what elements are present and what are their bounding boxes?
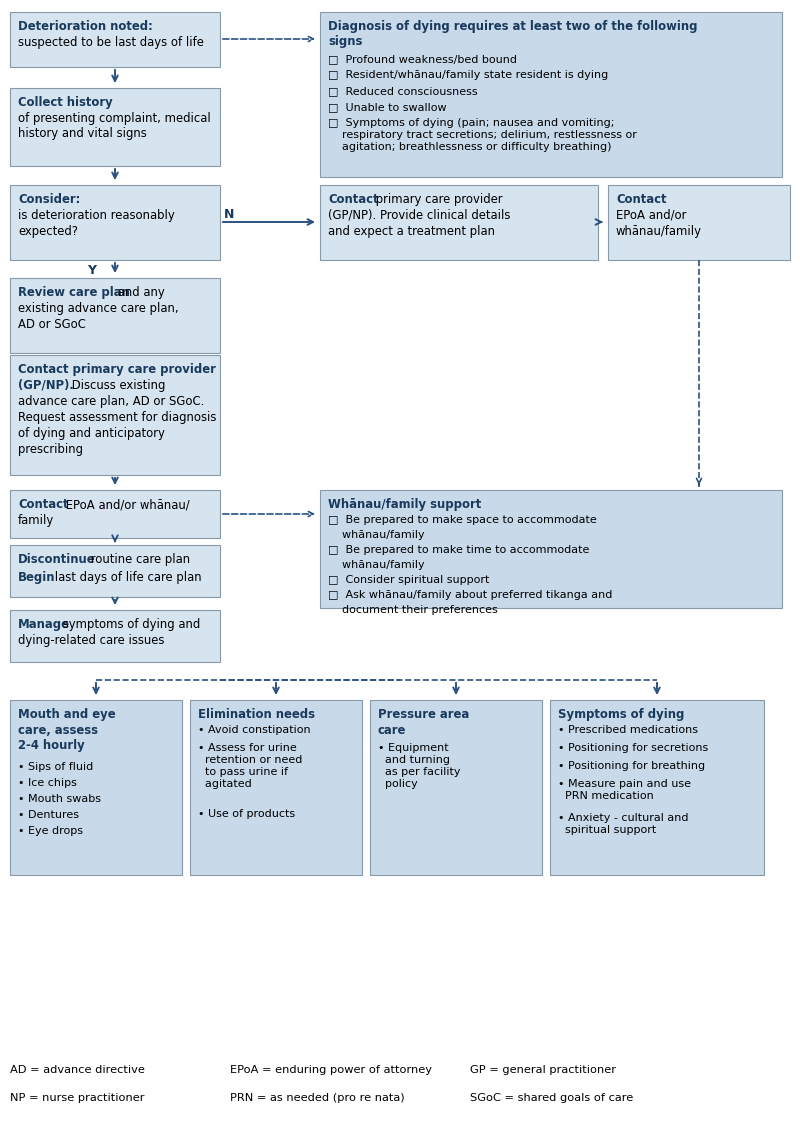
Text: symptoms of dying and: symptoms of dying and xyxy=(59,618,200,632)
Text: • Anxiety - cultural and
  spiritual support: • Anxiety - cultural and spiritual suppo… xyxy=(558,813,689,835)
FancyBboxPatch shape xyxy=(10,610,220,662)
Text: whānau/family: whānau/family xyxy=(328,560,425,570)
FancyBboxPatch shape xyxy=(370,700,542,875)
FancyBboxPatch shape xyxy=(608,185,790,260)
FancyBboxPatch shape xyxy=(10,700,182,875)
Text: dying-related care issues: dying-related care issues xyxy=(18,634,164,648)
Text: advance care plan, AD or SGoC.: advance care plan, AD or SGoC. xyxy=(18,395,204,408)
Text: • Mouth swabs: • Mouth swabs xyxy=(18,794,101,804)
FancyBboxPatch shape xyxy=(320,490,782,608)
Text: □  Profound weakness/bed bound: □ Profound weakness/bed bound xyxy=(328,54,517,64)
FancyBboxPatch shape xyxy=(320,185,598,260)
Text: Symptoms of dying: Symptoms of dying xyxy=(558,708,684,721)
Text: Request assessment for diagnosis: Request assessment for diagnosis xyxy=(18,411,216,424)
Text: Review care plan: Review care plan xyxy=(18,286,130,299)
Text: GP = general practitioner: GP = general practitioner xyxy=(470,1065,616,1075)
Text: prescribing: prescribing xyxy=(18,443,83,456)
Text: • Eye drops: • Eye drops xyxy=(18,826,83,836)
Text: and any: and any xyxy=(114,286,165,299)
Text: Diagnosis of dying requires at least two of the following
signs: Diagnosis of dying requires at least two… xyxy=(328,21,698,48)
Text: is deterioration reasonably
expected?: is deterioration reasonably expected? xyxy=(18,209,174,238)
Text: of presenting complaint, medical
history and vital signs: of presenting complaint, medical history… xyxy=(18,112,210,140)
Text: whānau/family: whānau/family xyxy=(328,530,425,540)
Text: Contact primary care provider: Contact primary care provider xyxy=(18,363,216,376)
FancyBboxPatch shape xyxy=(10,278,220,353)
Text: □  Consider spiritual support: □ Consider spiritual support xyxy=(328,576,490,585)
Text: (GP/NP).: (GP/NP). xyxy=(18,379,74,392)
Text: document their preferences: document their preferences xyxy=(328,605,498,616)
Text: SGoC = shared goals of care: SGoC = shared goals of care xyxy=(470,1093,634,1103)
Text: Deterioration noted:: Deterioration noted: xyxy=(18,21,153,33)
Text: (GP/NP). Provide clinical details: (GP/NP). Provide clinical details xyxy=(328,209,510,222)
Text: Mouth and eye
care, assess
2-4 hourly: Mouth and eye care, assess 2-4 hourly xyxy=(18,708,116,751)
Text: □  Be prepared to make time to accommodate: □ Be prepared to make time to accommodat… xyxy=(328,545,590,555)
Text: and expect a treatment plan: and expect a treatment plan xyxy=(328,225,495,238)
FancyBboxPatch shape xyxy=(550,700,764,875)
Text: primary care provider: primary care provider xyxy=(372,193,502,206)
Text: • Avoid constipation: • Avoid constipation xyxy=(198,725,310,735)
Text: Manage: Manage xyxy=(18,618,70,632)
Text: • Measure pain and use
  PRN medication: • Measure pain and use PRN medication xyxy=(558,779,691,801)
Text: Whānau/family support: Whānau/family support xyxy=(328,498,482,510)
Text: Contact: Contact xyxy=(18,498,69,510)
Text: • Assess for urine
  retention or need
  to pass urine if
  agitated: • Assess for urine retention or need to … xyxy=(198,743,302,789)
Text: □  Unable to swallow: □ Unable to swallow xyxy=(328,102,446,112)
Text: Elimination needs: Elimination needs xyxy=(198,708,315,721)
Text: Begin: Begin xyxy=(18,571,55,584)
FancyBboxPatch shape xyxy=(10,355,220,475)
Text: existing advance care plan,
AD or SGoC: existing advance care plan, AD or SGoC xyxy=(18,301,178,330)
FancyBboxPatch shape xyxy=(10,13,220,67)
Text: • Ice chips: • Ice chips xyxy=(18,778,77,788)
Text: EPoA and/or: EPoA and/or xyxy=(616,209,686,222)
Text: Discontinue: Discontinue xyxy=(18,553,96,566)
Text: • Sips of fluid: • Sips of fluid xyxy=(18,762,94,772)
Text: Contact: Contact xyxy=(328,193,378,206)
Text: Discuss existing: Discuss existing xyxy=(68,379,166,392)
Text: □  Symptoms of dying (pain; nausea and vomiting;
    respiratory tract secretion: □ Symptoms of dying (pain; nausea and vo… xyxy=(328,118,637,152)
Text: • Positioning for breathing: • Positioning for breathing xyxy=(558,761,705,771)
Text: NP = nurse practitioner: NP = nurse practitioner xyxy=(10,1093,145,1103)
Text: routine care plan: routine care plan xyxy=(87,553,190,566)
Text: • Dentures: • Dentures xyxy=(18,810,79,820)
Text: Collect history: Collect history xyxy=(18,96,113,108)
FancyBboxPatch shape xyxy=(320,13,782,177)
FancyBboxPatch shape xyxy=(190,700,362,875)
Text: □  Be prepared to make space to accommodate: □ Be prepared to make space to accommoda… xyxy=(328,515,597,525)
Text: □  Reduced consciousness: □ Reduced consciousness xyxy=(328,86,478,96)
Text: □  Ask whānau/family about preferred tikanga and: □ Ask whānau/family about preferred tika… xyxy=(328,590,612,600)
Text: whānau/family: whānau/family xyxy=(616,225,702,238)
Text: • Prescribed medications: • Prescribed medications xyxy=(558,725,698,735)
Text: family: family xyxy=(18,514,54,526)
Text: • Positioning for secretions: • Positioning for secretions xyxy=(558,743,708,753)
Text: • Equipment
  and turning
  as per facility
  policy: • Equipment and turning as per facility … xyxy=(378,743,461,789)
Text: Consider:: Consider: xyxy=(18,193,80,206)
Text: • Use of products: • Use of products xyxy=(198,809,295,819)
Text: N: N xyxy=(224,208,234,222)
Text: AD = advance directive: AD = advance directive xyxy=(10,1065,145,1075)
Text: □  Resident/whānau/family state resident is dying: □ Resident/whānau/family state resident … xyxy=(328,70,608,80)
Text: EPoA = enduring power of attorney: EPoA = enduring power of attorney xyxy=(230,1065,432,1075)
Text: Pressure area
care: Pressure area care xyxy=(378,708,470,737)
Text: Y: Y xyxy=(87,264,96,278)
Text: of dying and anticipatory: of dying and anticipatory xyxy=(18,427,165,440)
FancyBboxPatch shape xyxy=(10,185,220,260)
Text: Contact: Contact xyxy=(616,193,666,206)
FancyBboxPatch shape xyxy=(10,88,220,166)
FancyBboxPatch shape xyxy=(10,545,220,597)
FancyBboxPatch shape xyxy=(10,490,220,538)
Text: suspected to be last days of life: suspected to be last days of life xyxy=(18,37,204,49)
Text: PRN = as needed (pro re nata): PRN = as needed (pro re nata) xyxy=(230,1093,405,1103)
Text: last days of life care plan: last days of life care plan xyxy=(51,571,202,584)
Text: EPoA and/or whānau/: EPoA and/or whānau/ xyxy=(62,498,190,510)
